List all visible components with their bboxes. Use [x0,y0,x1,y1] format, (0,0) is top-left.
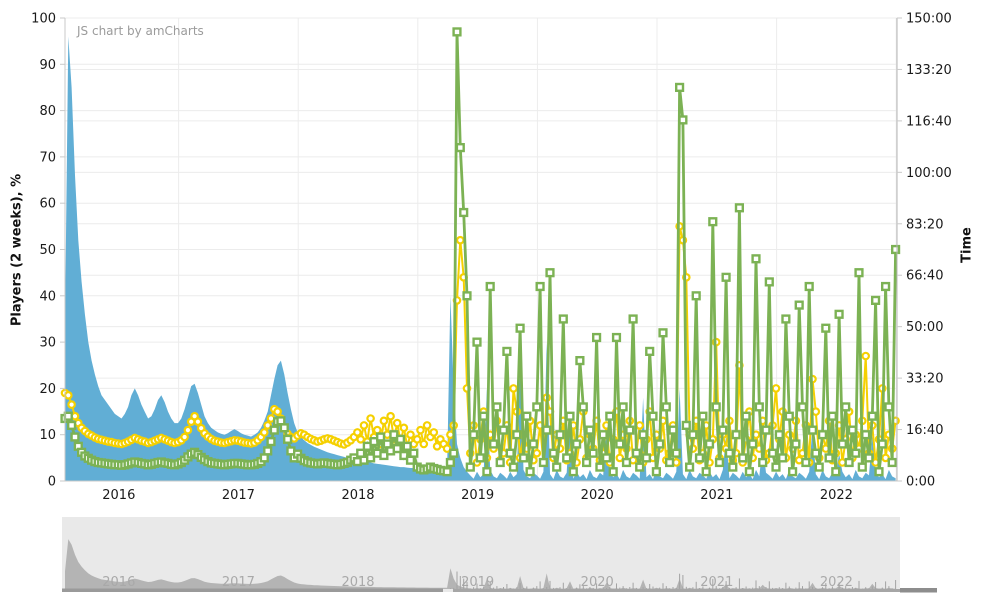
svg-text:2016: 2016 [102,575,135,590]
axes [60,17,902,482]
svg-text:2017: 2017 [222,575,255,590]
svg-text:2016: 2016 [102,488,135,503]
right-axis-title: Time [959,227,975,263]
svg-text:2021: 2021 [700,575,733,590]
svg-text:2019: 2019 [461,575,494,590]
svg-text:2021: 2021 [700,488,733,503]
svg-text:100:00: 100:00 [906,166,952,181]
amcharts-credit-link[interactable]: JS chart by amCharts [77,24,204,38]
svg-text:10: 10 [39,428,56,443]
svg-text:0:00: 0:00 [906,475,935,490]
svg-text:90: 90 [39,58,56,73]
svg-text:2019: 2019 [461,488,494,503]
svg-text:33:20: 33:20 [906,372,943,387]
scrollbar-bottom-bar[interactable] [62,588,937,593]
svg-text:2018: 2018 [341,575,374,590]
scrollbar-mini-bars [449,571,897,589]
right-axis-labels: 0:00 16:40 33:20 50:00 66:40 83:20 100:00 116:4… [906,12,952,490]
svg-text:116:40: 116:40 [906,114,952,129]
scrollbar-mini-area [65,539,896,589]
svg-text:80: 80 [39,104,56,119]
svg-text:50:00: 50:00 [906,320,943,335]
svg-text:30: 30 [39,336,56,351]
svg-text:40: 40 [39,289,56,304]
svg-text:83:20: 83:20 [906,217,943,232]
left-axis-title: Players (2 weeks), % [9,173,25,327]
scrollbar-background[interactable] [62,517,900,592]
left-axis-labels: 0 10 20 30 40 50 60 70 80 90 100 [31,12,56,490]
svg-text:2020: 2020 [581,575,614,590]
svg-text:50: 50 [39,243,56,258]
main-plot-area[interactable]: 0 10 20 30 40 50 60 70 80 90 100 0:00 16:40 33:20 50:0… [0,0,993,510]
svg-text:2017: 2017 [222,488,255,503]
svg-text:60: 60 [39,197,56,212]
scrollbar-year-labels: 2016 2017 2018 2019 2020 2021 2022 [102,575,853,590]
svg-text:2022: 2022 [820,488,853,503]
chart-scrollbar[interactable]: 2016 2017 2018 2019 2020 2021 2022 [0,510,993,600]
svg-text:2020: 2020 [581,488,614,503]
svg-text:2022: 2022 [820,575,853,590]
svg-text:133:20: 133:20 [906,63,952,78]
svg-text:16:40: 16:40 [906,423,943,438]
x-axis-year-labels: 2016 2017 2018 2019 2020 2021 2022 [102,488,853,503]
svg-text:66:40: 66:40 [906,269,943,284]
svg-text:0: 0 [48,475,56,490]
svg-text:2018: 2018 [341,488,374,503]
svg-text:70: 70 [39,150,56,165]
svg-text:20: 20 [39,382,56,397]
svg-text:100: 100 [31,12,56,27]
svg-text:150:00: 150:00 [906,12,952,27]
series-bullets-green [60,27,901,477]
